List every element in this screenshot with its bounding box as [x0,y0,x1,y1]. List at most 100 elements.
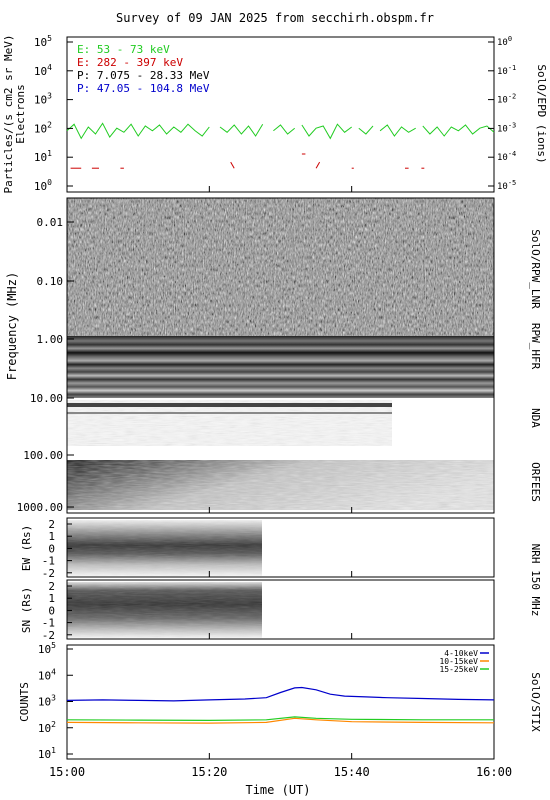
stix-ticks: 101 102 103 104 105 [38,641,73,761]
spectrum-panel: 0.01 0.10 1.00 10.00 100.00 1000.00 Frequency… [5,197,542,514]
nrh-ew-noise [67,520,262,576]
frequency-ylabel: Frequency (MHz) [5,272,19,380]
x-tick-label: 16:00 [476,765,512,779]
x-axis-label: Time (UT) [245,783,310,797]
epd-tick-label: 101 [34,149,52,164]
epd-ylabel: Particles/(s cm2 sr MeV) [2,35,15,194]
epd-series-line [379,124,416,137]
nrh-ew-frame [66,517,495,578]
epd-lines [66,122,495,169]
stix-tick-label: 102 [38,720,56,735]
nrh-tick-label: 2 [48,518,55,531]
nrh-tick-label: 0 [48,604,55,617]
stix-series-line [66,717,495,724]
frequency-tick-label: 100.00 [23,449,63,462]
x-axis: 15:00 15:20 15:40 16:00 [49,186,512,779]
nda-noise [67,400,392,446]
epd-series-line [230,161,235,169]
nrh-sn-ticks: 210-1-2 [42,580,72,642]
stix-tick-label: 103 [38,694,56,709]
epd-series-line [219,123,264,137]
nrh-label: NRH 150 MHz [529,544,542,617]
stix-series-line [66,716,494,722]
nrh-tick-label: -1 [42,555,55,568]
nrh-tick-label: -2 [42,567,55,580]
epd-frame [66,36,495,193]
stix-tick-label: 105 [38,641,56,656]
nrh-sn-noise [67,582,262,638]
nrh-sn-panel: 210-1-2 SN (Rs) NRH 150 MHz [20,544,542,642]
epd-right-tick-label: 10-4 [497,150,516,163]
stix-legend-entry: 15-25keV [439,665,478,674]
frequency-tick-label: 1.00 [37,333,64,346]
epd-series-line [315,161,321,169]
stix-lines [66,686,495,724]
label-lnr: SolO/RPW_LNR [529,229,542,309]
epd-legend-entry: P: 47.05 - 104.8 MeV [77,82,210,95]
spectrum-frame [66,197,495,514]
epd-legend-entry: P: 7.075 - 28.33 MeV [77,69,210,82]
nrh-ew-ylabel: EW (Rs) [20,525,33,571]
stix-tick-label: 101 [38,746,56,761]
epd-tick-label: 102 [34,120,52,135]
label-orfees: ORFEES [529,462,542,502]
label-hfr: RPW_HFR [529,323,542,370]
stix-legend-entry: 4-10keV [444,649,478,658]
nrh-ew-ticks: 210-1-2 [42,518,72,580]
epd-tick-label: 104 [34,63,52,78]
nda-band-2 [67,412,392,414]
nrh-tick-label: -2 [42,629,55,642]
epd-right-tick-label: 10-2 [497,93,516,106]
epd-right-tick-label: 100 [497,35,512,48]
frequency-ticks: 0.01 0.10 1.00 10.00 100.00 1000.00 [17,216,74,514]
x-tick-label: 15:00 [49,765,85,779]
epd-tick-label: 105 [34,34,52,49]
epd-right-tick-label: 10-3 [497,121,516,134]
nda-band [67,403,392,407]
frequency-tick-label: 1000.00 [17,501,63,514]
orfees-noise [67,460,494,510]
epd-series-line [273,124,296,135]
nrh-sn-ylabel: SN (Rs) [20,587,33,633]
epd-right-label: SolO/EPD (ions) [535,64,548,163]
stix-frame [66,644,495,760]
epd-right-tick-label: 10-1 [497,64,516,77]
lnr-noise [67,198,494,336]
nrh-tick-label: 0 [48,542,55,555]
frequency-tick-label: 0.10 [37,275,64,288]
epd-legend-entry: E: 53 - 73 keV [77,43,170,56]
stix-tick-label: 104 [38,667,56,682]
epd-series-line [422,124,495,137]
nrh-tick-label: 1 [48,530,55,543]
x-tick-label: 15:40 [334,765,370,779]
stix-ylabel: COUNTS [18,682,31,722]
nrh-tick-label: -1 [42,617,55,630]
frequency-tick-label: 10.00 [30,392,63,405]
epd-tick-label: 103 [34,92,52,107]
epd-right-ticks: 10-5 10-4 10-3 10-2 10-1 100 [488,35,516,192]
chart-title: Survey of 09 JAN 2025 from secchirh.obsp… [116,11,434,25]
epd-legend-entry: E: 282 - 397 keV [77,56,183,69]
epd-right-tick-label: 10-5 [497,179,516,192]
epd-tick-label: 100 [34,178,52,193]
hfr-spectrum [67,336,494,398]
epd-series-line [66,122,210,140]
nrh-sn-frame [66,579,495,640]
stix-right-label: SolO/STIX [529,672,542,732]
label-nda: NDA [529,408,542,428]
frequency-tick-label: 0.01 [37,216,64,229]
epd-series-line [301,123,352,140]
stix-series-line [66,686,495,702]
epd-series-line [358,125,374,135]
x-tick-label: 15:20 [191,765,227,779]
epd-ylabel-electrons: Electrons [14,84,27,144]
nrh-ew-panel: 210-1-2 EW (Rs) [20,517,495,580]
nrh-tick-label: 2 [48,580,55,593]
stix-legend-entry: 10-15keV [439,657,478,666]
nrh-tick-label: 1 [48,592,55,605]
